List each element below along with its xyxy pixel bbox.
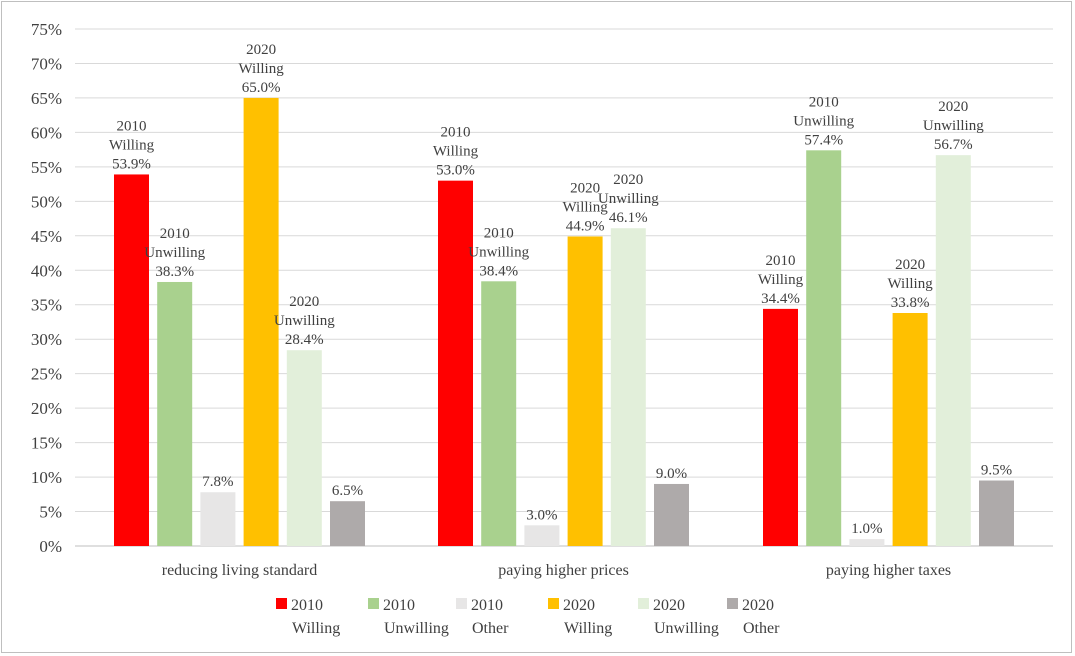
data-label: 6.5%	[332, 483, 363, 499]
data-label: 2020	[938, 99, 968, 115]
bar	[330, 501, 365, 546]
y-tick-label: 0%	[39, 537, 62, 556]
bar	[157, 281, 193, 546]
data-label: 2010	[809, 94, 839, 110]
category-label: paying higher taxes	[826, 562, 951, 579]
data-label: Unwilling	[793, 113, 854, 129]
data-label: Unwilling	[144, 245, 205, 261]
data-label: Unwilling	[923, 118, 984, 134]
y-tick-label: 45%	[31, 227, 62, 246]
bar	[849, 539, 885, 546]
data-label: 65.0%	[242, 80, 281, 96]
bar	[610, 228, 646, 546]
legend-label: Other	[743, 620, 780, 637]
data-label: Willing	[433, 144, 479, 160]
legend-label: Willing	[292, 620, 340, 637]
data-label: 38.4%	[479, 263, 518, 279]
bar	[892, 313, 928, 546]
data-label: Willing	[758, 272, 804, 288]
data-label: 2010	[441, 125, 471, 141]
bar	[114, 174, 149, 546]
legend-label: Willing	[564, 620, 612, 637]
data-label: Willing	[562, 199, 608, 215]
y-tick-label: 60%	[31, 123, 62, 142]
data-label: 38.3%	[155, 264, 194, 280]
data-label: 1.0%	[851, 521, 882, 537]
bar	[243, 97, 279, 546]
legend-swatch	[368, 598, 379, 609]
data-label: 2020	[246, 42, 276, 58]
data-label: 2020	[613, 172, 643, 188]
legend-label: 2010	[383, 597, 415, 614]
y-tick-label: 20%	[31, 399, 62, 418]
data-label: 33.8%	[891, 295, 930, 311]
legend-swatch	[276, 598, 287, 609]
bar	[524, 525, 560, 546]
y-tick-label: 75%	[31, 20, 62, 39]
category-label: reducing living standard	[162, 562, 318, 579]
data-label: Willing	[887, 276, 933, 292]
bar	[654, 483, 689, 546]
y-tick-label: 25%	[31, 365, 62, 384]
y-tick-label: 50%	[31, 192, 62, 211]
data-label: Unwilling	[598, 191, 659, 207]
legend-label: 2020	[742, 597, 774, 614]
data-label: 28.4%	[285, 332, 324, 348]
bar	[806, 150, 842, 546]
legend-label: Unwilling	[384, 620, 449, 637]
bar	[438, 180, 473, 547]
data-label: Unwilling	[468, 244, 529, 260]
data-label: Willing	[109, 137, 155, 153]
data-label: 46.1%	[609, 210, 648, 226]
y-tick-label: 5%	[39, 503, 62, 522]
data-label: 7.8%	[202, 474, 233, 490]
data-label: 9.5%	[981, 463, 1012, 479]
y-tick-label: 55%	[31, 158, 62, 177]
legend-label: 2010	[471, 597, 503, 614]
legend-swatch	[456, 598, 467, 609]
legend-label: Other	[472, 620, 509, 637]
data-label: Willing	[238, 61, 284, 77]
category-label: paying higher prices	[498, 562, 629, 579]
legend-swatch	[548, 598, 559, 609]
y-tick-label: 10%	[31, 468, 62, 487]
legend-label: 2020	[563, 597, 595, 614]
data-label: 9.0%	[656, 466, 687, 482]
bar	[286, 350, 322, 546]
data-label: Unwilling	[274, 313, 335, 329]
data-label: 3.0%	[526, 507, 557, 523]
legend-swatch	[727, 598, 738, 609]
data-label: 2010	[766, 253, 796, 269]
data-label: 2010	[117, 118, 147, 134]
data-label: 2020	[895, 257, 925, 273]
data-label: 2010	[484, 225, 514, 241]
legend-label: 2010	[291, 597, 323, 614]
legend-label: 2020	[653, 597, 685, 614]
bar	[567, 236, 603, 547]
y-tick-label: 40%	[31, 261, 62, 280]
y-tick-label: 70%	[31, 54, 62, 73]
data-label: 34.4%	[761, 291, 800, 307]
legend-label: Unwilling	[654, 620, 719, 637]
bar	[200, 492, 236, 546]
data-label: 2020	[289, 294, 319, 310]
data-label: 53.0%	[436, 163, 475, 179]
data-label: 57.4%	[804, 132, 843, 148]
data-label: 2010	[160, 226, 190, 242]
data-label: 2020	[570, 180, 600, 196]
data-label: 53.9%	[112, 156, 151, 172]
y-tick-label: 35%	[31, 296, 62, 315]
y-tick-label: 65%	[31, 89, 62, 108]
y-tick-label: 30%	[31, 330, 62, 349]
bar	[481, 281, 517, 546]
bar	[979, 480, 1014, 546]
y-tick-label: 15%	[31, 434, 62, 453]
data-label: 44.9%	[566, 218, 605, 234]
legend-swatch	[638, 598, 649, 609]
bar	[935, 155, 971, 546]
bar	[763, 308, 798, 546]
data-label: 56.7%	[934, 137, 973, 153]
